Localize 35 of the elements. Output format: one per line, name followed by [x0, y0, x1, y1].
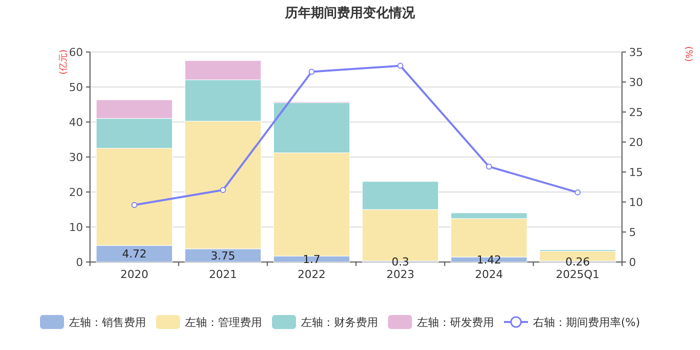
y-tick-label: 30 — [69, 151, 83, 164]
y2-tick-label: 5 — [629, 226, 636, 239]
legend-label: 右轴：期间费用率(%) — [533, 316, 640, 329]
x-tick-label: 2023 — [386, 268, 414, 281]
x-tick-label: 2025Q1 — [556, 268, 600, 281]
data-label: 0.3 — [392, 255, 410, 268]
y2-tick-label: 15 — [629, 166, 643, 179]
data-label: 1.7 — [302, 253, 320, 266]
legend-label: 左轴：财务费用 — [301, 316, 378, 329]
y2-tick-label: 25 — [629, 106, 643, 119]
y2-tick-label: 10 — [629, 196, 643, 209]
y2-tick-label: 20 — [629, 136, 643, 149]
data-label: 4.72 — [122, 248, 147, 261]
y2-axis-title: (%) — [683, 46, 693, 62]
x-tick-label: 2024 — [475, 268, 503, 281]
x-tick-label: 2022 — [298, 268, 326, 281]
data-label: 0.26 — [565, 256, 590, 269]
legend-label: 左轴：研发费用 — [417, 316, 494, 329]
y-tick-label: 20 — [69, 186, 83, 199]
y-tick-label: 10 — [69, 221, 83, 234]
y2-tick-label: 30 — [629, 76, 643, 89]
y-tick-label: 50 — [69, 81, 83, 94]
data-label: 1.42 — [476, 254, 502, 267]
legend-label: 左轴：销售费用 — [69, 316, 146, 329]
y-tick-label: 0 — [76, 256, 83, 269]
y2-tick-label: 0 — [629, 256, 636, 269]
x-tick-label: 2020 — [120, 268, 148, 281]
y-tick-label: 60 — [69, 46, 83, 59]
y-axis-title: (亿元) — [58, 49, 69, 75]
data-label: 3.75 — [210, 249, 236, 262]
chart-title: 历年期间费用变化情况 — [284, 5, 416, 21]
legend-label: 左轴：管理费用 — [185, 316, 262, 329]
y-tick-label: 40 — [69, 116, 83, 129]
y2-tick-label: 35 — [629, 46, 643, 59]
x-tick-label: 2021 — [209, 268, 237, 281]
